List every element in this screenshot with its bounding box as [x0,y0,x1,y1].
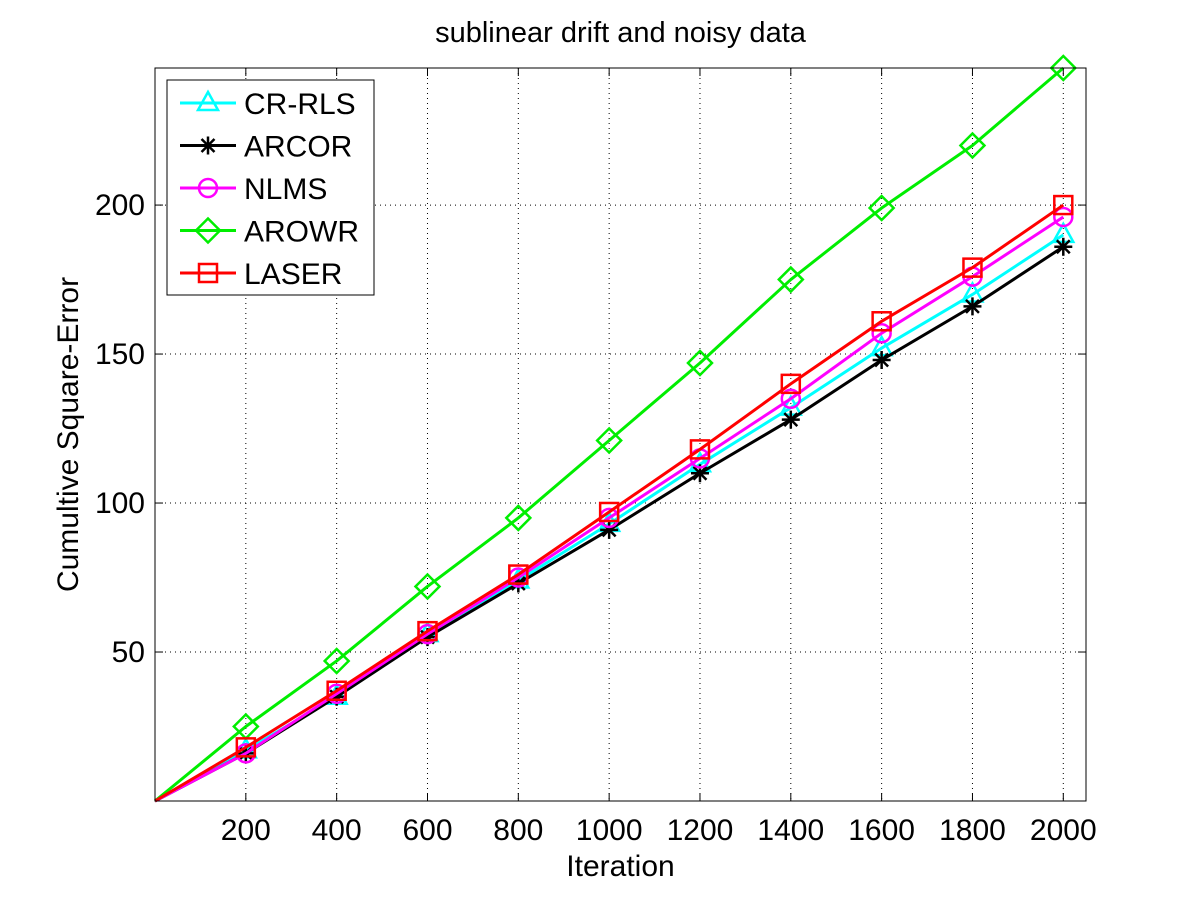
x-tick-label: 1600 [848,814,915,847]
data-point [1053,206,1074,228]
data-point [963,297,982,316]
legend-marker [199,136,217,155]
data-point [1054,237,1073,256]
legend-item: AROWR [180,216,359,249]
data-point [780,373,802,395]
legend-item: NLMS [180,173,327,206]
x-tick-label: 1000 [576,814,643,847]
data-point [417,620,438,642]
legend-item: ARCOR [180,131,352,164]
data-point [867,194,896,222]
x-tick-label: 800 [493,814,543,847]
legend-item: LASER [180,258,342,291]
legend-label: LASER [244,258,342,291]
y-tick-label: 50 [112,636,145,669]
series-line-laser [154,203,1065,803]
data-point [235,737,257,758]
x-axis-title: Iteration [566,850,674,883]
series-line-nlms [154,215,1065,803]
x-tick-label: 400 [312,814,362,847]
data-point [962,257,983,278]
chart-title: sublinear drift and noisy data [435,17,807,49]
series-arowr [154,54,1078,803]
data-point [872,351,891,370]
data-point [781,410,800,429]
grid [155,68,1086,801]
data-point [508,564,529,585]
x-tick-label: 2000 [1030,814,1097,847]
data-point [322,647,351,675]
x-tick-label: 200 [221,814,271,847]
series-cr-rls [154,221,1076,803]
data-point [871,311,892,332]
data-point [871,322,892,344]
legend-label: AROWR [244,216,359,249]
y-axis-title: Cumultive Square-Error [52,277,85,592]
x-tick-label: 1800 [939,814,1006,847]
data-point [413,572,442,601]
axes: 200 400 600 800 1000 1200 1400 1600 1800 2000 50 10… [95,68,1097,847]
data-point [1049,54,1078,82]
series-laser [154,194,1074,803]
data-point [777,265,805,294]
y-tick-label: 100 [95,487,145,520]
data-point [595,426,623,455]
data-point [326,680,347,702]
x-tick-label: 1400 [757,814,824,847]
data-point [780,388,802,409]
data-point [686,349,714,377]
plot-frame [154,67,1087,802]
data-point [504,504,533,532]
legend-item: CR-RLS [180,88,356,121]
data-point [1053,194,1074,216]
legend-marker [194,216,222,245]
series-line-arowr [154,66,1065,803]
legend-label: CR-RLS [244,88,356,121]
series-layer [154,54,1078,803]
data-point [690,464,709,483]
legend: CR-RLS ARCOR NLMS AROWR LASER [166,79,375,296]
y-tick-label: 150 [95,338,145,371]
data-point [958,131,987,160]
y-tick-label: 200 [95,189,145,222]
x-tick-label: 1200 [667,814,734,847]
legend-label: NLMS [244,173,327,206]
data-point [689,439,711,460]
legend-marker [197,177,219,199]
legend-marker [195,89,221,112]
legend-marker [197,262,219,284]
data-point [598,501,620,523]
x-tick-label: 600 [402,814,452,847]
legend-label: ARCOR [244,131,352,164]
series-nlms [154,206,1074,803]
